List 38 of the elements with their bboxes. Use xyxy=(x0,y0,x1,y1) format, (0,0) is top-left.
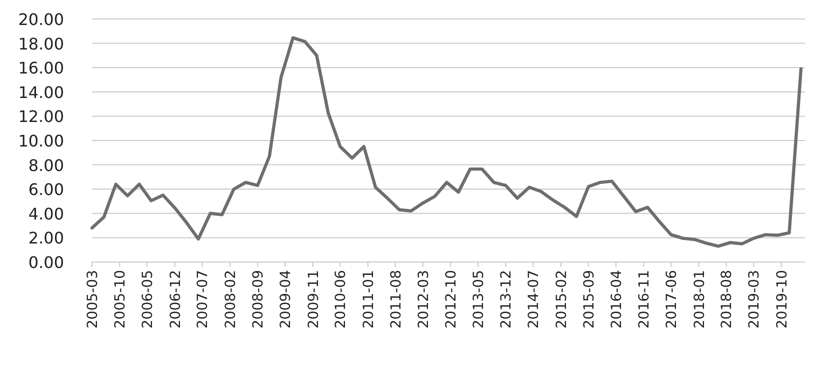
y-tick-label: 12.00 xyxy=(18,107,64,126)
y-tick-label: 18.00 xyxy=(18,34,64,54)
x-tick-label: 2016-11 xyxy=(636,270,653,328)
y-tick-label: 8.00 xyxy=(28,156,64,175)
x-tick-label: 2019-03 xyxy=(746,270,763,328)
x-tick-label: 2010-06 xyxy=(333,270,350,328)
x-tick-label: 2012-03 xyxy=(416,270,432,328)
x-tick-label: 2019-10 xyxy=(774,270,790,328)
x-tick-label: 2007-07 xyxy=(195,270,212,328)
x-tick-label: 2009-11 xyxy=(306,270,322,328)
x-tick-label: 2009-04 xyxy=(278,270,294,328)
y-tick-label: 0.00 xyxy=(28,253,64,272)
x-tick-label: 2014-07 xyxy=(526,270,542,328)
x-tick-label: 2005-10 xyxy=(112,270,129,328)
y-tick-label: 20.00 xyxy=(18,10,64,29)
x-tick-label: 2018-08 xyxy=(719,270,736,328)
x-tick-label: 2011-01 xyxy=(360,270,377,328)
x-tick-label: 2006-12 xyxy=(168,270,184,328)
y-tick-label: 14.00 xyxy=(18,82,64,102)
x-tick-label: 2005-03 xyxy=(85,270,101,328)
x-tick-label: 2015-02 xyxy=(554,270,570,328)
x-tick-label: 2013-12 xyxy=(498,270,515,328)
x-tick-label: 2015-09 xyxy=(581,270,598,328)
x-tick-label: 2013-05 xyxy=(471,270,488,328)
x-tick-label: 2012-10 xyxy=(444,270,460,328)
y-tick-label: 10.00 xyxy=(18,132,64,150)
x-tick-label: 2016-04 xyxy=(608,270,625,328)
x-tick-label: 2008-02 xyxy=(223,270,240,328)
y-tick-label: 2.00 xyxy=(28,228,64,248)
x-tick-label: 2008-09 xyxy=(250,270,267,328)
line-series xyxy=(90,36,803,248)
y-tick-label: 4.00 xyxy=(28,204,64,224)
x-tick-label: 2006-05 xyxy=(140,270,156,328)
y-tick-label: 6.00 xyxy=(28,180,64,200)
x-tick-label: 2017-06 xyxy=(664,270,680,328)
x-tick-label: 2011-08 xyxy=(388,270,404,328)
x-tick-label: 2018-01 xyxy=(692,270,708,328)
y-tick-label: 16.00 xyxy=(18,58,64,78)
